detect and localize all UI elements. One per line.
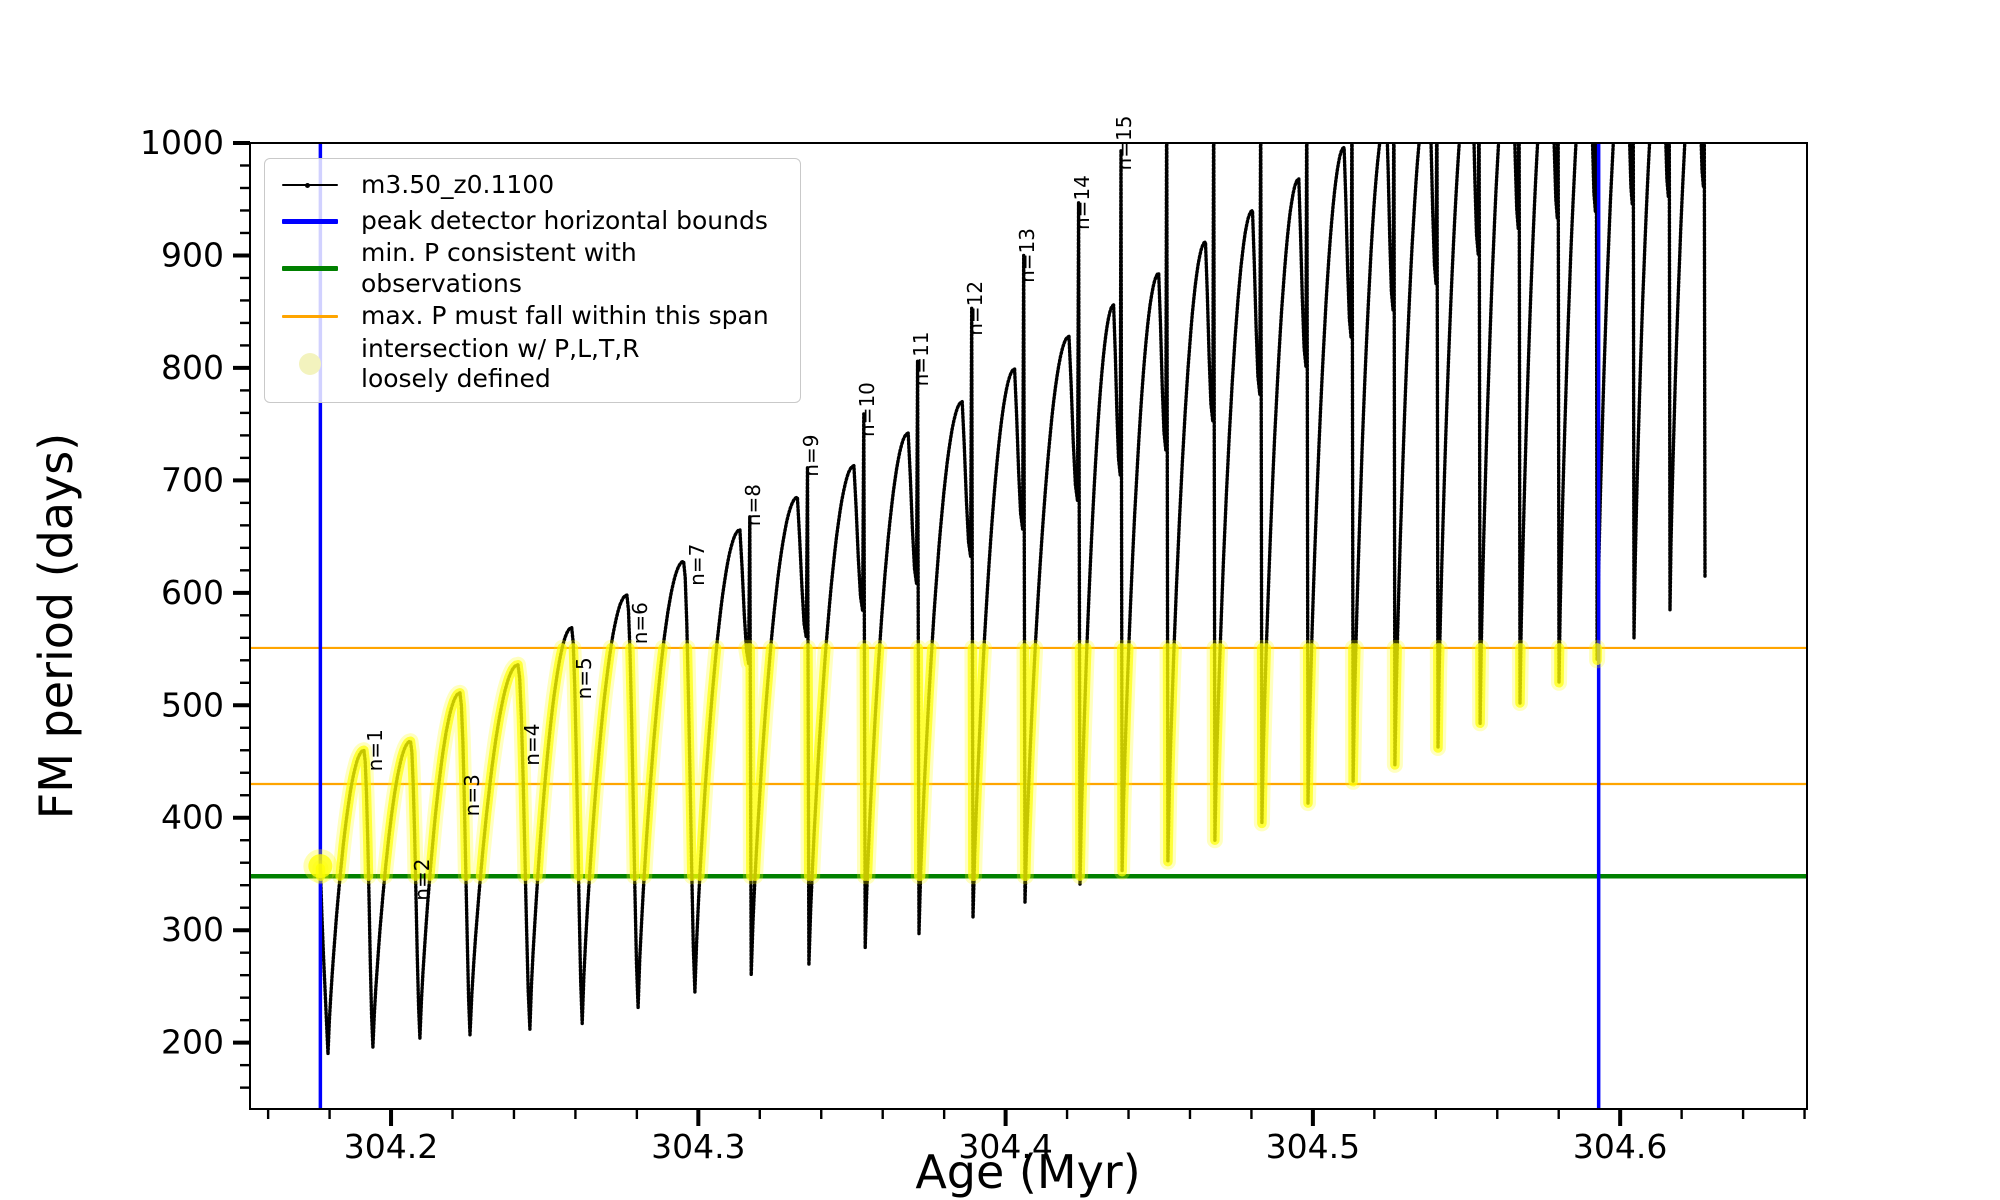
- x-tick-label: 304.4: [958, 1127, 1052, 1166]
- start-blob: [308, 854, 333, 879]
- plot-frame: [249, 142, 1808, 1110]
- y-tick-label: 600: [161, 573, 224, 612]
- legend-entry-2: min. P consistent with observations: [279, 238, 786, 299]
- legend-label: m3.50_z0.1100: [361, 169, 555, 199]
- resonance-order-labels: n=1 n=2 n=3 n=4 n=5 n=6 n=7 n=8 n=9 n=10 n=11 n=12 n…: [363, 116, 1136, 901]
- legend-entry-0: m3.50_z0.1100: [279, 167, 786, 203]
- legend-label: min. P consistent with observations: [361, 238, 637, 298]
- x-tick-label: 304.3: [651, 1127, 745, 1166]
- y-tick-label: 400: [161, 798, 224, 837]
- legend-entry-1: peak detector horizontal bounds: [279, 203, 786, 239]
- tooth-label-n=14: n=14: [1070, 175, 1094, 230]
- x-tick-label: 304.2: [344, 1127, 438, 1166]
- y-tick-label: 800: [161, 348, 224, 387]
- tooth-label-n=3: n=3: [460, 774, 484, 816]
- x-axis-title: Age (Myr): [915, 1145, 1140, 1199]
- legend-swatch-dot: [279, 353, 341, 376]
- intersection-highlight: [303, 639, 1606, 885]
- legend-label: intersection w/ P,L,T,R loosely defined: [361, 333, 640, 394]
- tooth-label-n=8: n=8: [741, 484, 765, 526]
- y-axis-title: FM period (days): [29, 433, 83, 819]
- y-tick-label: 200: [161, 1023, 224, 1062]
- tooth-label-n=6: n=6: [628, 602, 652, 644]
- legend-label: max. P must fall within this span: [361, 301, 769, 331]
- legend-swatch-line: [279, 266, 341, 272]
- y-tick-label: 700: [161, 460, 224, 499]
- legend-swatch-line: [279, 182, 341, 188]
- tooth-label-n=13: n=13: [1015, 228, 1039, 283]
- y-tick-label: 1000: [140, 123, 224, 162]
- intersection-core: [315, 643, 1603, 881]
- y-tick-label: 500: [161, 685, 224, 724]
- axis-ticks: [233, 141, 1806, 1126]
- tooth-label-n=2: n=2: [410, 859, 434, 901]
- tooth-label-n=7: n=7: [685, 544, 709, 586]
- x-tick-label: 304.6: [1573, 1127, 1667, 1166]
- tooth-label-n=10: n=10: [855, 382, 879, 437]
- tooth-label-n=11: n=11: [909, 331, 933, 386]
- legend-label: peak detector horizontal bounds: [361, 205, 768, 235]
- legend-swatch-line: [279, 218, 341, 224]
- x-tick-label: 304.5: [1266, 1127, 1360, 1166]
- tooth-label-n=12: n=12: [963, 281, 987, 336]
- tooth-label-n=5: n=5: [572, 657, 596, 699]
- tooth-label-n=9: n=9: [799, 435, 823, 477]
- tooth-label-n=4: n=4: [520, 724, 544, 766]
- tooth-label-n=1: n=1: [363, 729, 387, 771]
- legend-swatch-line: [279, 315, 341, 318]
- axis-tick-labels: 304.2 304.3 304.4 304.5 304.6 200 300 400 500 600…: [140, 123, 1667, 1166]
- y-tick-label: 900: [161, 235, 224, 274]
- legend-entry-3: max. P must fall within this span: [279, 299, 786, 335]
- y-tick-label: 300: [161, 910, 224, 949]
- legend-entry-4: intersection w/ P,L,T,R loosely defined: [279, 333, 786, 395]
